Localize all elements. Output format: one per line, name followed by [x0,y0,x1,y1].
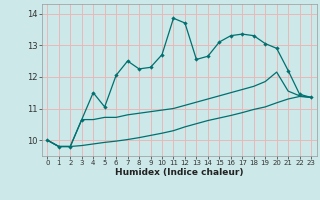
X-axis label: Humidex (Indice chaleur): Humidex (Indice chaleur) [115,168,244,177]
